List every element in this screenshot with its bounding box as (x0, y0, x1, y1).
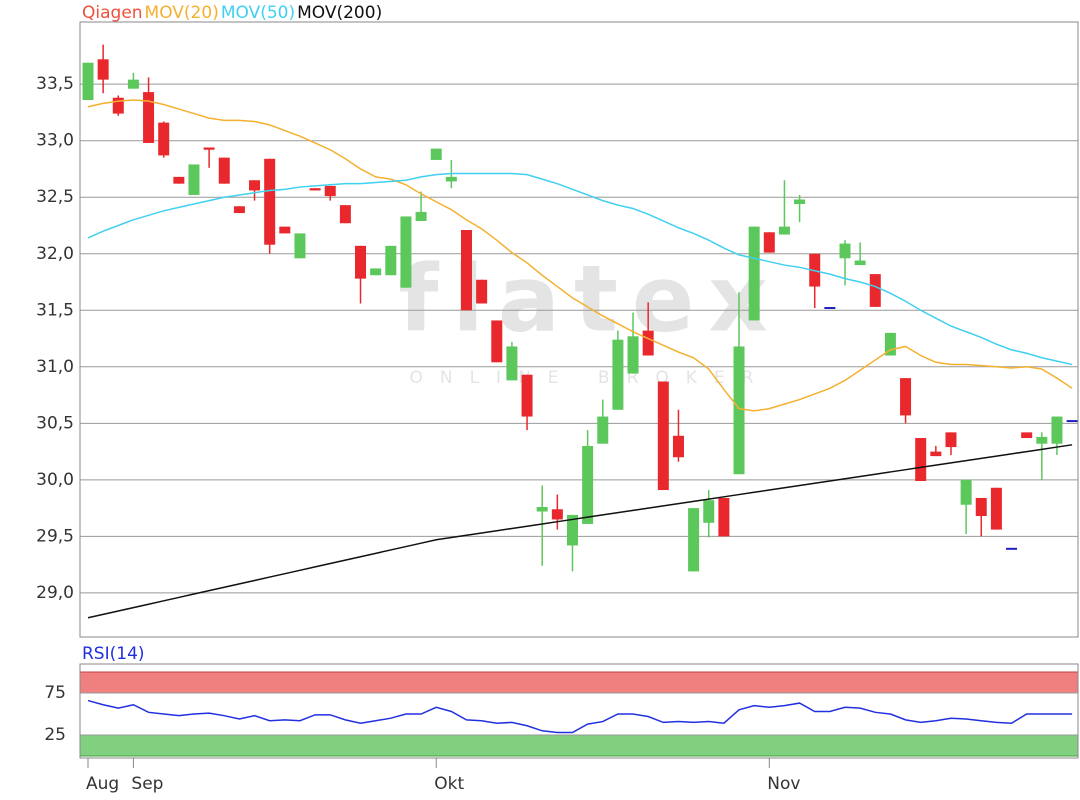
candle-body (506, 346, 518, 381)
candle-body (718, 497, 730, 537)
candle-body (309, 188, 321, 191)
moving-average-line (87, 444, 1073, 619)
y-tick-label: 32,5 (36, 187, 74, 207)
candle-body (233, 206, 245, 214)
y-tick-label: 29,0 (36, 583, 74, 603)
candle-body (794, 199, 806, 205)
y-tick-label: 31,5 (36, 300, 74, 320)
legend-entry: MOV(200) (297, 3, 382, 23)
candle-body (688, 508, 700, 572)
y-tick-label: 33,0 (36, 131, 74, 151)
candle-body (945, 432, 957, 448)
y-tick-label: 33,5 (36, 74, 74, 94)
candle-body (1066, 420, 1078, 423)
candle-body (1036, 436, 1048, 444)
candle-body (854, 260, 866, 266)
candle-body (294, 233, 306, 259)
legend-entry: MOV(50) (221, 3, 295, 23)
plot-frame (79, 663, 1079, 759)
plot-frame (79, 21, 1079, 638)
candle-body (158, 122, 170, 156)
candle-body (203, 147, 215, 150)
candle-body (960, 479, 972, 505)
x-tick-label: Sep (131, 774, 163, 794)
candle-body (415, 211, 427, 221)
candle-body (461, 230, 472, 311)
y-tick-label: 31,0 (36, 357, 74, 377)
candle-body (218, 157, 230, 184)
candle-body (385, 245, 397, 276)
candle-body (748, 226, 760, 321)
candle-body (672, 435, 684, 458)
x-tick-label: Okt (434, 774, 464, 794)
candle-body (97, 59, 109, 80)
oversold-band (79, 734, 1079, 757)
candle-body (173, 176, 185, 184)
candle-body (839, 243, 851, 259)
candle-body (249, 180, 261, 191)
candle-body (612, 339, 624, 410)
candle-body (476, 279, 488, 304)
candle-body (778, 226, 790, 235)
candle-body (733, 346, 745, 475)
candle-body (551, 509, 563, 520)
y-tick-label: 25 (44, 725, 66, 745)
candle-body (566, 514, 578, 546)
y-tick-label: 29,5 (36, 526, 74, 546)
candle-body (400, 216, 412, 288)
candle-body (112, 97, 124, 114)
candle-body (884, 332, 896, 356)
y-tick-label: 30,5 (36, 413, 74, 433)
candle-body (763, 232, 775, 253)
candle-body (279, 226, 291, 234)
candle-body (582, 445, 594, 524)
candle-body (430, 148, 442, 160)
candle-body (521, 374, 533, 417)
candle-body (869, 274, 881, 307)
watermark: flatex ONLINE BROKER (398, 245, 781, 388)
x-tick-label: Aug (86, 774, 119, 794)
y-tick-label: 32,0 (36, 244, 74, 264)
watermark-text: flatex (398, 245, 781, 352)
candle-body (627, 336, 639, 374)
candle-body (82, 62, 94, 101)
candle-body (370, 268, 382, 276)
candle-body (536, 506, 548, 512)
legend-entry: Qiagen (82, 3, 143, 23)
candle-body (1021, 432, 1033, 439)
x-tick-label: Nov (767, 774, 800, 794)
candle-body (915, 438, 927, 481)
candle-body (1006, 547, 1018, 550)
candle-body (900, 378, 912, 416)
candle-body (824, 307, 836, 310)
candle-body (264, 158, 276, 245)
legend-entry: MOV(20) (145, 3, 219, 23)
candle-body (445, 176, 457, 182)
candle-body (355, 245, 367, 279)
moving-average-line (87, 172, 1073, 366)
candle-body (703, 500, 715, 523)
y-tick-label: 75 (44, 683, 66, 703)
candle-body (930, 451, 942, 457)
candle-body (127, 79, 139, 89)
candle-body (324, 185, 336, 197)
candle-body (188, 164, 200, 195)
candle-body (491, 320, 503, 363)
watermark-subtitle: ONLINE BROKER (409, 368, 770, 388)
candle-body (1051, 416, 1063, 444)
y-tick-label: 30,0 (36, 470, 74, 490)
candle-body (642, 330, 654, 356)
candle-body (143, 92, 155, 143)
candle-body (975, 497, 987, 517)
overbought-band (79, 671, 1079, 694)
moving-average-line (87, 99, 1073, 412)
candle-body (990, 487, 1002, 530)
candle-body (597, 416, 609, 444)
rsi-line (87, 699, 1073, 734)
candle-body (657, 381, 669, 491)
panel-label: RSI(14) (82, 644, 145, 664)
candle-body (339, 205, 351, 224)
